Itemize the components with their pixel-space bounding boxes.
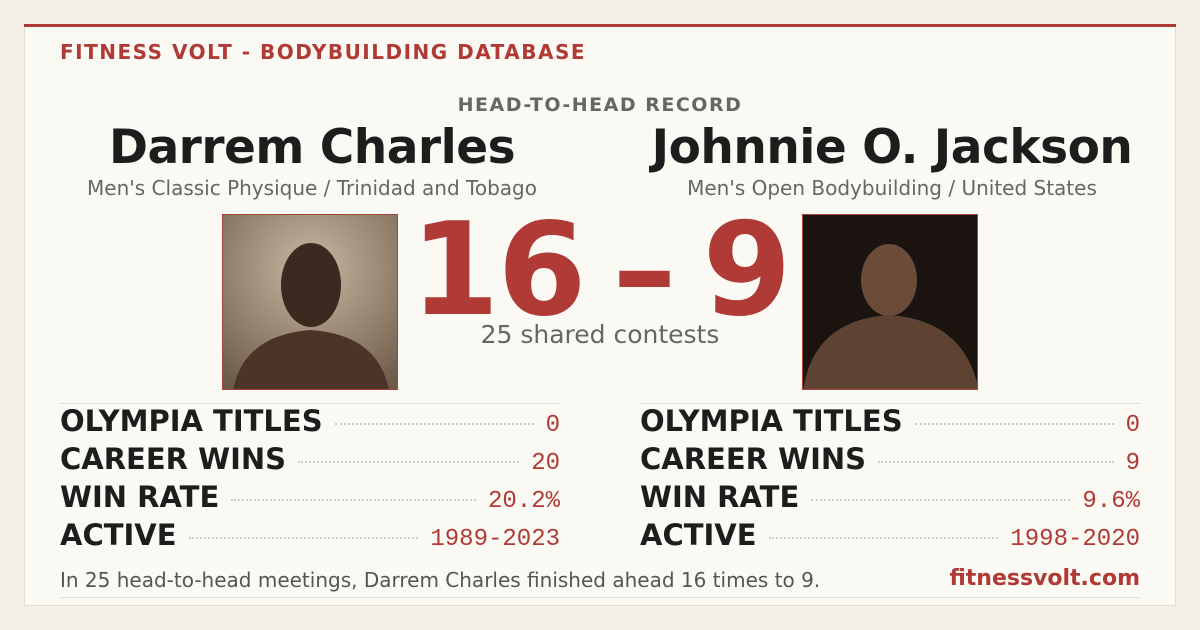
footer-summary: In 25 head-to-head meetings, Darrem Char…	[60, 568, 821, 592]
stat-row: OLYMPIA TITLES 0	[60, 404, 560, 442]
stat-label: OLYMPIA TITLES	[60, 404, 323, 438]
left-score: 16	[410, 196, 586, 345]
stat-label: WIN RATE	[640, 480, 800, 514]
right-division: Men's Open Bodybuilding / United States	[687, 176, 1097, 200]
stat-row: WIN RATE 9.6%	[640, 480, 1140, 518]
brand: FITNESS VOLT - BODYBUILDING DATABASE	[60, 40, 587, 64]
left-stats: OLYMPIA TITLES 0 CAREER WINS 20 WIN RATE 20.2…	[60, 403, 560, 556]
left-name: Darrem Charles	[108, 120, 516, 175]
card	[24, 24, 1176, 606]
stat-label: ACTIVE	[60, 518, 177, 552]
stat-value: 0	[545, 412, 560, 439]
leader	[914, 423, 1114, 425]
leader	[298, 461, 520, 463]
leader	[231, 499, 476, 501]
subtitle: HEAD-TO-HEAD RECORD	[457, 94, 743, 116]
stat-label: CAREER WINS	[60, 442, 287, 476]
right-stats: OLYMPIA TITLES 0 CAREER WINS 9 WIN RATE 9.6% A…	[640, 403, 1140, 556]
leader	[878, 461, 1114, 463]
stat-value: 20.2%	[487, 488, 560, 515]
right-name: Johnnie O. Jackson	[651, 120, 1133, 175]
stat-row: ACTIVE 1998-2020	[640, 518, 1140, 556]
stat-row: CAREER WINS 9	[640, 442, 1140, 480]
site-link[interactable]: fitnessvolt.com	[949, 566, 1140, 591]
stat-label: ACTIVE	[640, 518, 757, 552]
stat-value: 1989-2023	[430, 526, 560, 553]
stat-row: CAREER WINS 20	[60, 442, 560, 480]
stat-row: OLYMPIA TITLES 0	[640, 404, 1140, 442]
stat-value: 9.6%	[1082, 488, 1140, 515]
right-photo	[802, 214, 978, 390]
leader	[768, 537, 999, 539]
left-photo	[222, 214, 398, 390]
stat-label: OLYMPIA TITLES	[640, 404, 903, 438]
photo-art	[223, 215, 397, 389]
stat-value: 1998-2020	[1010, 526, 1140, 553]
stat-value: 0	[1125, 412, 1140, 439]
top-bar	[24, 24, 1176, 27]
score-separator: –	[612, 196, 677, 345]
footer-line	[60, 597, 1140, 598]
leader	[811, 499, 1071, 501]
stat-label: CAREER WINS	[640, 442, 867, 476]
leader	[188, 537, 419, 539]
left-division: Men's Classic Physique / Trinidad and To…	[87, 176, 537, 200]
photo-art	[803, 215, 977, 389]
stat-row: WIN RATE 20.2%	[60, 480, 560, 518]
score-caption: 25 shared contests	[480, 320, 720, 349]
stat-value: 20	[531, 450, 560, 477]
stat-label: WIN RATE	[60, 480, 220, 514]
leader	[334, 423, 534, 425]
score: 16–9	[0, 196, 1200, 345]
right-score: 9	[702, 196, 792, 345]
stat-row: ACTIVE 1989-2023	[60, 518, 560, 556]
stat-value: 9	[1125, 450, 1140, 477]
